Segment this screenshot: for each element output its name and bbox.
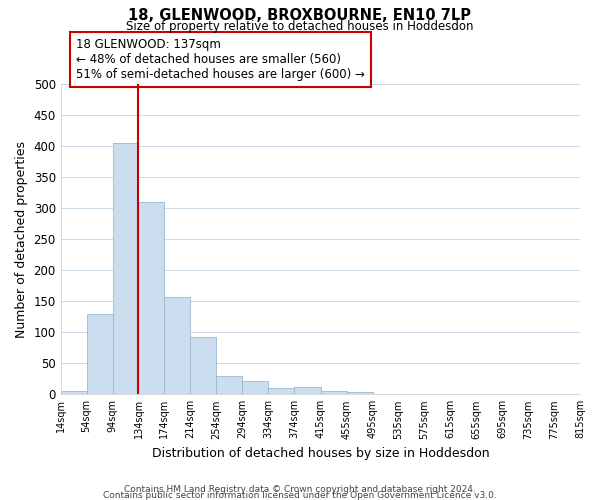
Bar — [216, 376, 242, 394]
Bar — [164, 297, 190, 394]
Text: Contains public sector information licensed under the Open Government Licence v3: Contains public sector information licen… — [103, 491, 497, 500]
Bar — [190, 336, 216, 394]
Bar — [347, 392, 373, 394]
Bar — [268, 388, 294, 394]
Text: Size of property relative to detached houses in Hoddesdon: Size of property relative to detached ho… — [126, 20, 474, 33]
Bar — [86, 314, 113, 394]
Text: 18 GLENWOOD: 137sqm
← 48% of detached houses are smaller (560)
51% of semi-detac: 18 GLENWOOD: 137sqm ← 48% of detached ho… — [76, 38, 365, 82]
Text: 18, GLENWOOD, BROXBOURNE, EN10 7LP: 18, GLENWOOD, BROXBOURNE, EN10 7LP — [128, 8, 472, 22]
X-axis label: Distribution of detached houses by size in Hoddesdon: Distribution of detached houses by size … — [152, 447, 489, 460]
Bar — [139, 202, 164, 394]
Bar — [242, 380, 268, 394]
Bar — [61, 391, 86, 394]
Text: Contains HM Land Registry data © Crown copyright and database right 2024.: Contains HM Land Registry data © Crown c… — [124, 485, 476, 494]
Bar — [320, 391, 347, 394]
Y-axis label: Number of detached properties: Number of detached properties — [15, 141, 28, 338]
Bar — [113, 143, 139, 395]
Bar — [294, 387, 320, 394]
